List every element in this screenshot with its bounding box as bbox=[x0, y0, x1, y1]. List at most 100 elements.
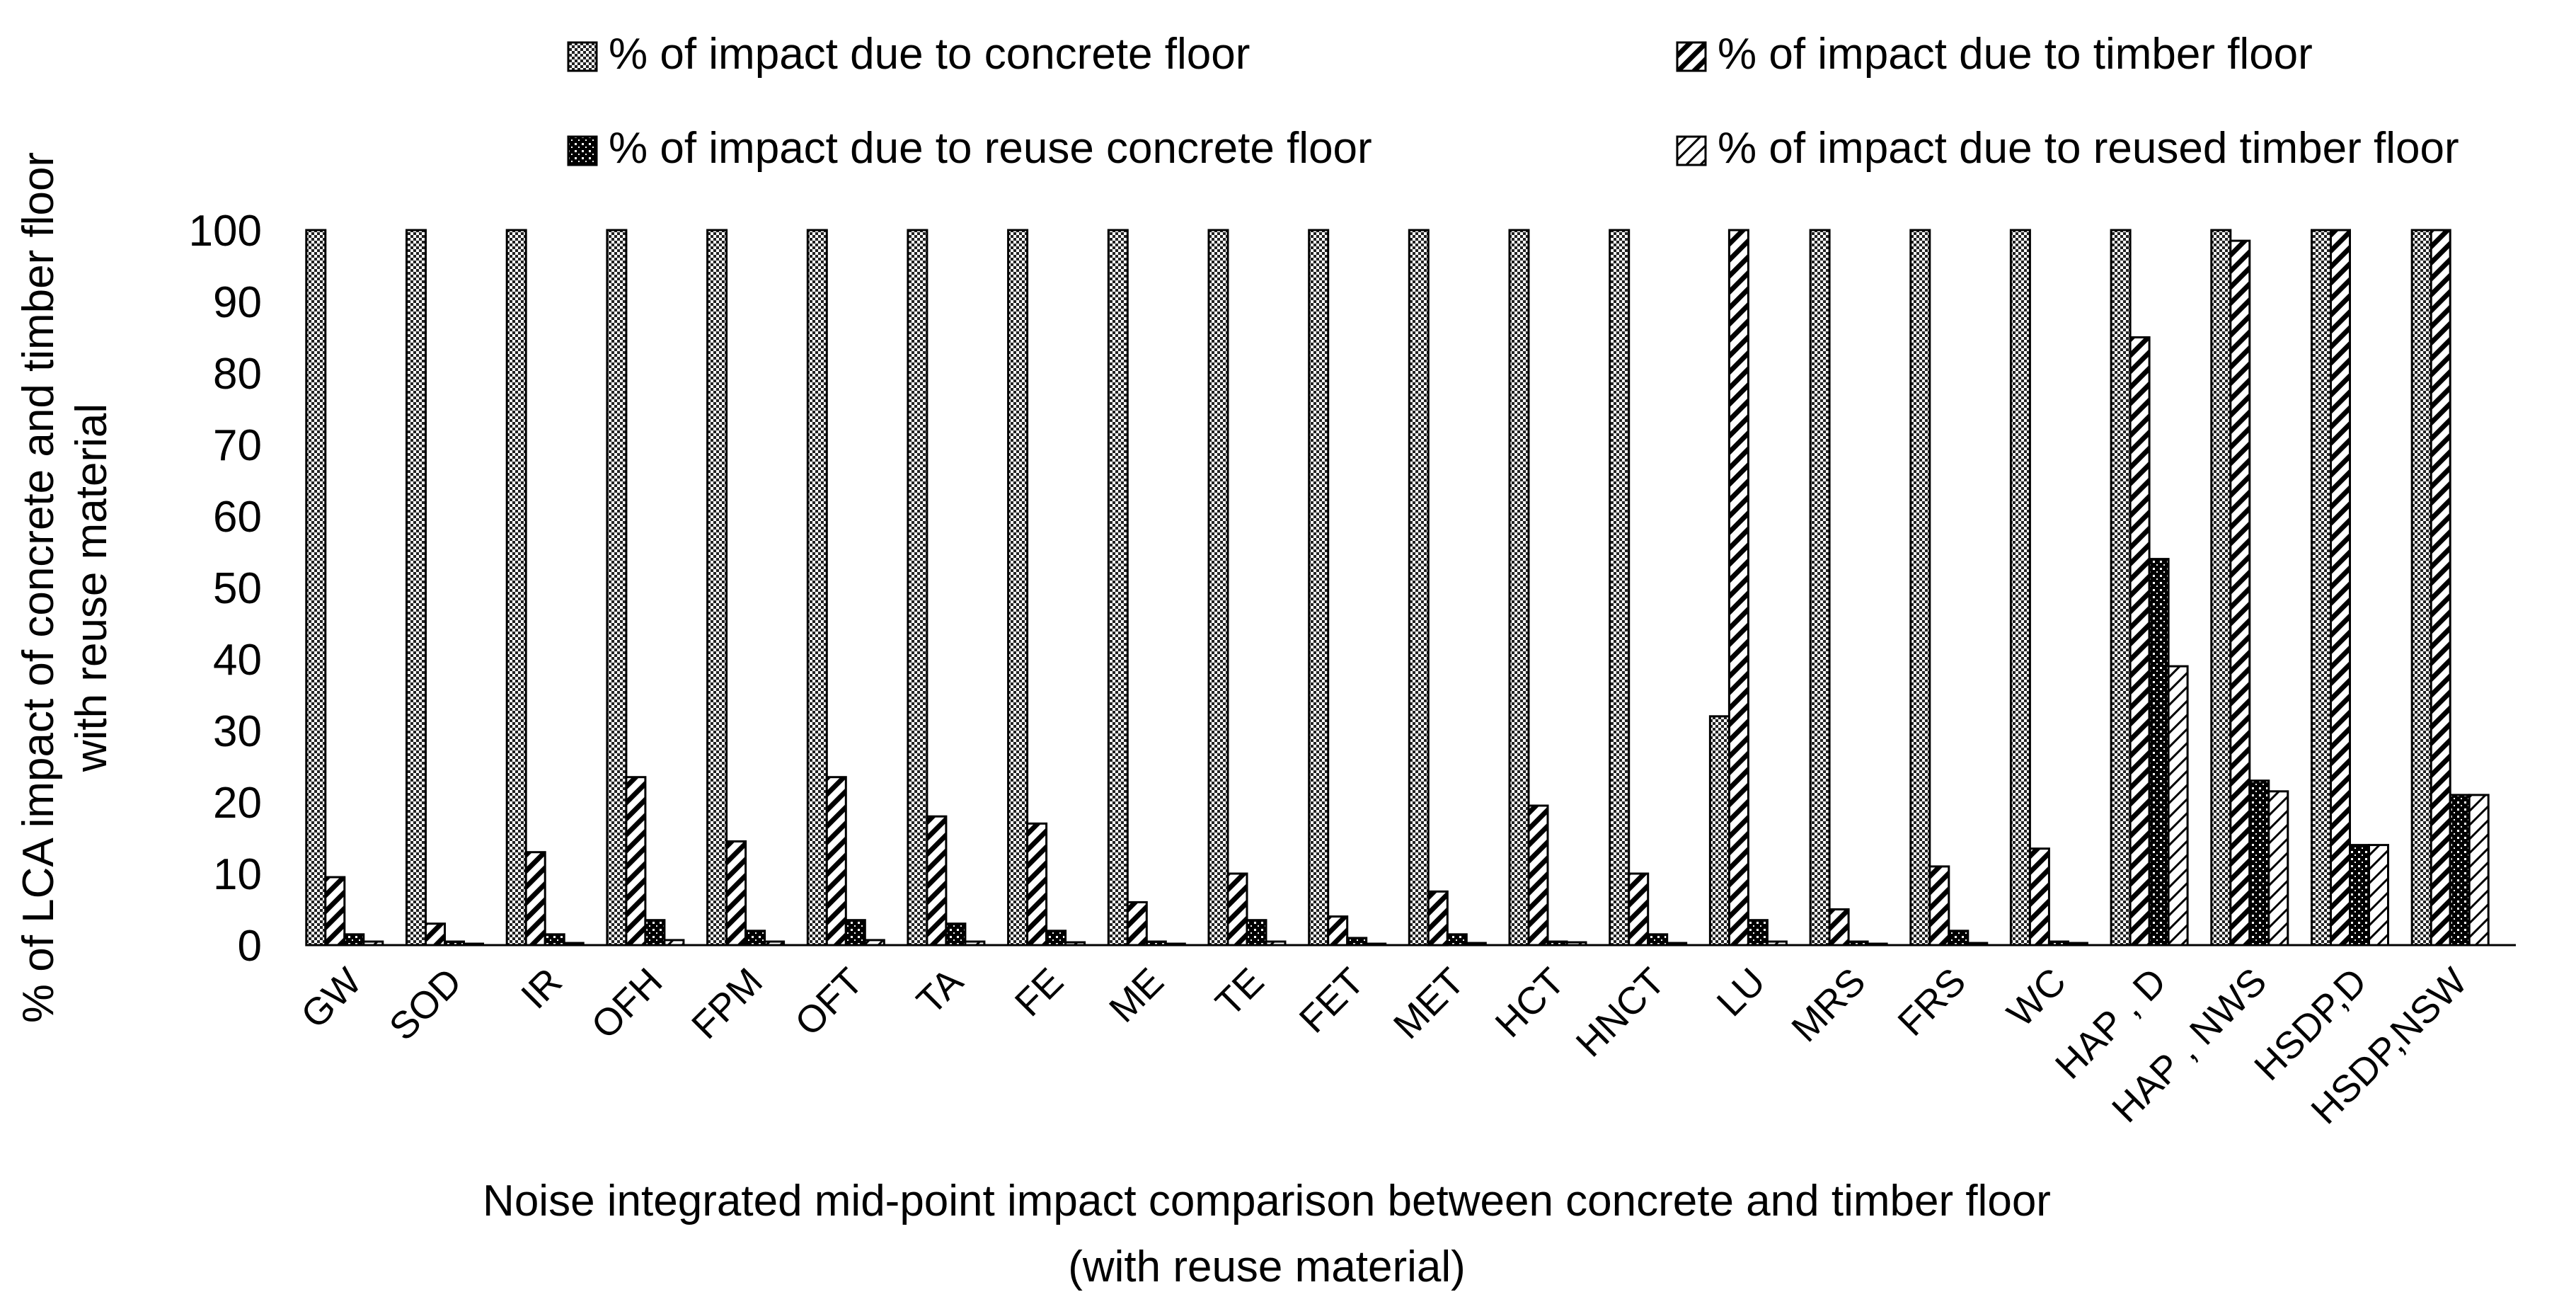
y-tick-label: 50 bbox=[213, 564, 262, 613]
x-tick-label: SOD bbox=[381, 960, 470, 1048]
bar-diagonal-10 bbox=[1327, 915, 1349, 947]
y-tick-label: 70 bbox=[213, 421, 262, 470]
legend-label-timber: % of impact due to timber floor bbox=[1718, 30, 2313, 79]
legend-label-concrete: % of impact due to concrete floor bbox=[609, 30, 1250, 79]
bar-diagonal-21 bbox=[2430, 229, 2451, 947]
bar-diagonal-9 bbox=[1226, 872, 1248, 947]
bar-diagonal-8 bbox=[1126, 901, 1148, 947]
y-tick-label: 30 bbox=[213, 707, 262, 756]
bar-checker-14 bbox=[1708, 715, 1730, 947]
bar-diagonal-16 bbox=[1928, 865, 1950, 947]
bar-diagonal-15 bbox=[1828, 908, 1850, 947]
bar-dots-0 bbox=[343, 933, 365, 947]
bar-checker-6 bbox=[907, 229, 928, 947]
bar-diagonal-13 bbox=[1628, 872, 1650, 947]
bar-dots-9 bbox=[1246, 919, 1267, 947]
x-tick-label: HCT bbox=[1488, 960, 1573, 1046]
bar-dots-11 bbox=[1446, 933, 1468, 947]
bar-diagonal-light-18 bbox=[2167, 665, 2189, 947]
bar-diagonal-18 bbox=[2129, 336, 2151, 947]
x-axis-title-line1: Noise integrated mid-point impact compar… bbox=[483, 1177, 2051, 1225]
bar-dots-7 bbox=[1045, 930, 1067, 947]
x-tick-label: TA bbox=[909, 960, 971, 1022]
x-tick-label: HNCT bbox=[1568, 960, 1673, 1065]
bar-checker-17 bbox=[2009, 229, 2031, 947]
bar-dots-14 bbox=[1747, 919, 1769, 947]
legend: % of impact due to concrete floor % of i… bbox=[567, 30, 2459, 173]
x-tick-label: TE bbox=[1207, 960, 1272, 1024]
legend-swatch-reused-timber bbox=[1676, 135, 1707, 166]
legend-label-reused-timber: % of impact due to reused timber floor bbox=[1718, 124, 2459, 173]
bar-dots-21 bbox=[2449, 794, 2471, 947]
y-tick-label: 90 bbox=[213, 278, 262, 327]
x-tick-label: FE bbox=[1007, 960, 1071, 1024]
bar-checker-2 bbox=[505, 229, 527, 947]
bar-diagonal-7 bbox=[1026, 822, 1048, 947]
bar-checker-5 bbox=[806, 229, 828, 947]
bar-diagonal-19 bbox=[2229, 239, 2251, 947]
bar-diagonal-1 bbox=[425, 922, 446, 947]
bar-dots-2 bbox=[544, 933, 565, 947]
bar-diagonal-2 bbox=[524, 851, 546, 947]
bar-dots-13 bbox=[1647, 933, 1669, 947]
bar-checker-1 bbox=[406, 229, 427, 947]
y-tick-label: 10 bbox=[213, 850, 262, 899]
bar-checker-11 bbox=[1408, 229, 1430, 947]
y-tick-label: 60 bbox=[213, 493, 262, 542]
x-tick-label: WC bbox=[1999, 960, 2074, 1035]
bar-diagonal-4 bbox=[725, 840, 747, 947]
bar-checker-16 bbox=[1909, 229, 1931, 947]
y-tick-label: 20 bbox=[213, 779, 262, 828]
legend-label-reuse-concrete: % of impact due to reuse concrete floor bbox=[609, 124, 1372, 173]
legend-item-reused-timber: % of impact due to reused timber floor bbox=[1676, 124, 2459, 173]
legend-item-concrete: % of impact due to concrete floor bbox=[567, 30, 1250, 79]
bar-diagonal-11 bbox=[1427, 890, 1449, 947]
bar-dots-3 bbox=[644, 919, 666, 947]
bar-dots-5 bbox=[844, 919, 866, 947]
bar-checker-8 bbox=[1107, 229, 1129, 947]
bar-checker-13 bbox=[1609, 229, 1631, 947]
bar-checker-20 bbox=[2311, 229, 2332, 947]
x-tick-label: FPM bbox=[684, 960, 771, 1047]
x-tick-label: FET bbox=[1292, 960, 1373, 1041]
bar-diagonal-0 bbox=[324, 876, 346, 947]
bar-dots-20 bbox=[2349, 844, 2370, 947]
bar-diagonal-14 bbox=[1727, 229, 1749, 947]
bars bbox=[305, 229, 2490, 947]
bar-diagonal-12 bbox=[1527, 804, 1549, 947]
bar-checker-19 bbox=[2210, 229, 2232, 947]
bar-dots-6 bbox=[945, 922, 967, 947]
y-tick-label: 100 bbox=[189, 207, 262, 256]
bar-checker-4 bbox=[706, 229, 728, 947]
x-tick-label: ME bbox=[1101, 960, 1172, 1031]
bar-checker-18 bbox=[2110, 229, 2132, 947]
x-axis-title-line2: (with reuse material) bbox=[1068, 1242, 1466, 1291]
bar-diagonal-17 bbox=[2028, 847, 2050, 947]
x-tick-label: GW bbox=[293, 960, 369, 1036]
bar-checker-3 bbox=[606, 229, 628, 947]
y-axis-ticks: 0 10 20 30 40 50 60 70 80 90 100 bbox=[189, 207, 262, 971]
y-axis-title-line2: with reuse material bbox=[67, 404, 116, 772]
bar-diagonal-light-19 bbox=[2267, 790, 2289, 947]
x-tick-label: OFT bbox=[787, 960, 871, 1044]
bar-dots-16 bbox=[1948, 930, 1970, 947]
x-tick-label: MRS bbox=[1783, 960, 1873, 1050]
bar-checker-10 bbox=[1308, 229, 1330, 947]
bar-checker-21 bbox=[2410, 229, 2432, 947]
legend-item-reuse-concrete: % of impact due to reuse concrete floor bbox=[567, 124, 1372, 173]
bar-dots-18 bbox=[2148, 558, 2170, 947]
x-tick-label: OFH bbox=[583, 960, 670, 1047]
bar-checker-15 bbox=[1809, 229, 1831, 947]
bar-diagonal-5 bbox=[825, 776, 847, 947]
legend-item-timber: % of impact due to timber floor bbox=[1676, 30, 2313, 79]
bar-diagonal-3 bbox=[625, 776, 647, 947]
y-tick-label: 0 bbox=[238, 922, 262, 971]
bar-checker-7 bbox=[1007, 229, 1029, 947]
bar-diagonal-light-20 bbox=[2368, 844, 2389, 947]
bar-dots-19 bbox=[2248, 779, 2270, 947]
y-axis-title-line1: % of LCA impact of concrete and timber f… bbox=[14, 152, 63, 1023]
x-tick-label: FRS bbox=[1890, 960, 1974, 1044]
